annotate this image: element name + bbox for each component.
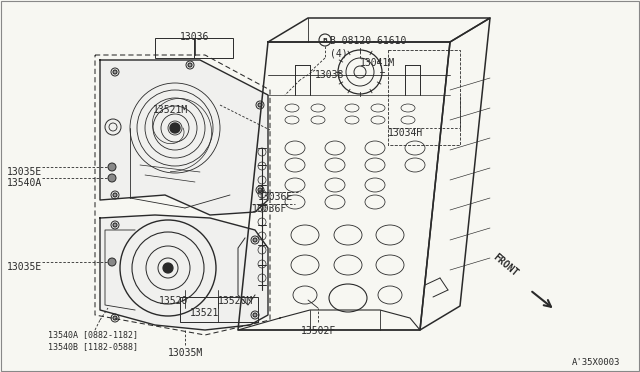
Text: 13038: 13038 [315, 70, 344, 80]
Circle shape [108, 174, 116, 182]
Text: A'35X0003: A'35X0003 [572, 358, 620, 367]
Circle shape [258, 103, 262, 107]
Text: 13036E: 13036E [258, 192, 293, 202]
Circle shape [170, 123, 180, 133]
Text: 13035E: 13035E [7, 262, 42, 272]
Text: 13520M: 13520M [218, 296, 253, 306]
Bar [155, 38, 233, 58]
Circle shape [253, 313, 257, 317]
Text: B 08120-61610: B 08120-61610 [330, 36, 406, 46]
Text: 13540B [1182-0588]: 13540B [1182-0588] [48, 342, 138, 351]
Text: 13520: 13520 [159, 296, 188, 306]
Text: 13036: 13036 [180, 32, 210, 42]
Polygon shape [100, 60, 268, 215]
Text: 13521M: 13521M [153, 105, 188, 115]
Text: 13540A: 13540A [7, 178, 42, 188]
Text: 13035E: 13035E [7, 167, 42, 177]
Circle shape [163, 263, 173, 273]
Circle shape [108, 163, 116, 171]
Polygon shape [100, 215, 268, 330]
Text: 13521: 13521 [190, 308, 220, 318]
Bar [180, 297, 258, 322]
Circle shape [188, 63, 192, 67]
Circle shape [108, 258, 116, 266]
Text: 13035M: 13035M [168, 348, 203, 358]
Circle shape [253, 238, 257, 242]
Circle shape [113, 223, 117, 227]
Circle shape [113, 70, 117, 74]
Text: 13540A [0882-1182]: 13540A [0882-1182] [48, 330, 138, 339]
Text: (4): (4) [330, 48, 348, 58]
Text: 13036F: 13036F [252, 204, 287, 214]
Circle shape [113, 193, 117, 197]
Text: 13041M: 13041M [360, 58, 396, 68]
Circle shape [258, 188, 262, 192]
Text: 13034H: 13034H [388, 128, 423, 138]
Text: B: B [323, 38, 328, 42]
Text: 13502F: 13502F [300, 326, 335, 336]
Bar [388, 50, 460, 145]
Text: FRONT: FRONT [491, 251, 520, 278]
Circle shape [113, 316, 117, 320]
